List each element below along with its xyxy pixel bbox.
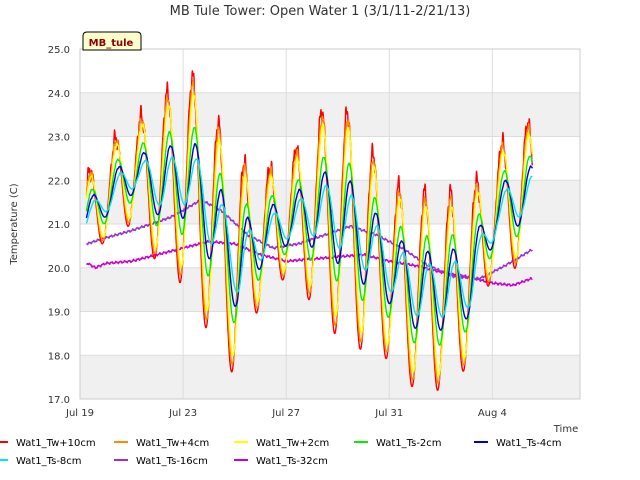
legend-label: Wat1_Tw+2cm — [256, 438, 329, 449]
x-axis-ticks: Jul 19 Jul 23 Jul 27 Jul 31 Aug 4 — [65, 408, 507, 419]
series-lines — [85, 70, 533, 391]
legend-item: Wat1_Ts-8cm — [0, 456, 82, 467]
y-tick-label: 21.0 — [48, 220, 70, 231]
legend-label: Wat1_Ts-16cm — [136, 456, 208, 467]
legend-item: Wat1_Ts-32cm — [234, 456, 328, 467]
legend-item: Wat1_Ts-2cm — [354, 438, 442, 449]
background-band — [80, 49, 580, 93]
x-axis-label: Time — [553, 424, 578, 435]
y-tick-label: 18.0 — [48, 351, 70, 362]
legend-item: Wat1_Tw+10cm — [0, 438, 96, 449]
site-tag-label: MB_tule — [89, 38, 134, 49]
background-band — [80, 311, 580, 356]
y-tick-label: 22.0 — [48, 176, 70, 187]
y-tick-label: 17.0 — [48, 395, 70, 406]
legend-item: Wat1_Ts-4cm — [474, 438, 562, 449]
y-tick-label: 25.0 — [48, 45, 70, 56]
legend-label: Wat1_Ts-8cm — [16, 456, 82, 467]
legend: Wat1_Tw+10cm Wat1_Tw+4cm Wat1_Tw+2cm Wat1_T… — [0, 438, 562, 467]
legend-label: Wat1_Ts-32cm — [256, 456, 328, 467]
y-axis-label: Temperature (C) — [9, 183, 20, 265]
y-tick-label: 24.0 — [48, 89, 70, 100]
y-tick-label: 20.0 — [48, 264, 70, 275]
series-line-wat1-ts-8cm — [85, 156, 533, 318]
legend-label: Wat1_Tw+10cm — [16, 438, 96, 449]
y-tick-label: 19.0 — [48, 308, 70, 319]
x-tick-label: Jul 27 — [271, 408, 300, 419]
x-tick-label: Jul 19 — [65, 408, 94, 419]
legend-item: Wat1_Tw+2cm — [234, 438, 329, 449]
background-band — [80, 92, 580, 137]
background-band — [80, 355, 580, 399]
legend-item: Wat1_Tw+4cm — [114, 438, 209, 449]
y-tick-label: 23.0 — [48, 133, 70, 144]
x-tick-label: Jul 31 — [374, 408, 403, 419]
x-tick-label: Aug 4 — [478, 408, 507, 419]
y-axis-ticks: 17.0 18.0 19.0 20.0 21.0 22.0 23.0 24.0 25.0 — [48, 45, 70, 406]
site-tag: MB_tule — [82, 31, 142, 51]
legend-item: Wat1_Ts-16cm — [114, 456, 208, 467]
x-tick-label: Jul 23 — [168, 408, 197, 419]
legend-label: Wat1_Ts-2cm — [376, 438, 442, 449]
legend-label: Wat1_Tw+4cm — [136, 438, 209, 449]
chart-title: MB Tule Tower: Open Water 1 (3/1/11-2/21… — [170, 4, 471, 19]
plot-frame — [79, 48, 581, 400]
legend-label: Wat1_Ts-4cm — [496, 438, 562, 449]
